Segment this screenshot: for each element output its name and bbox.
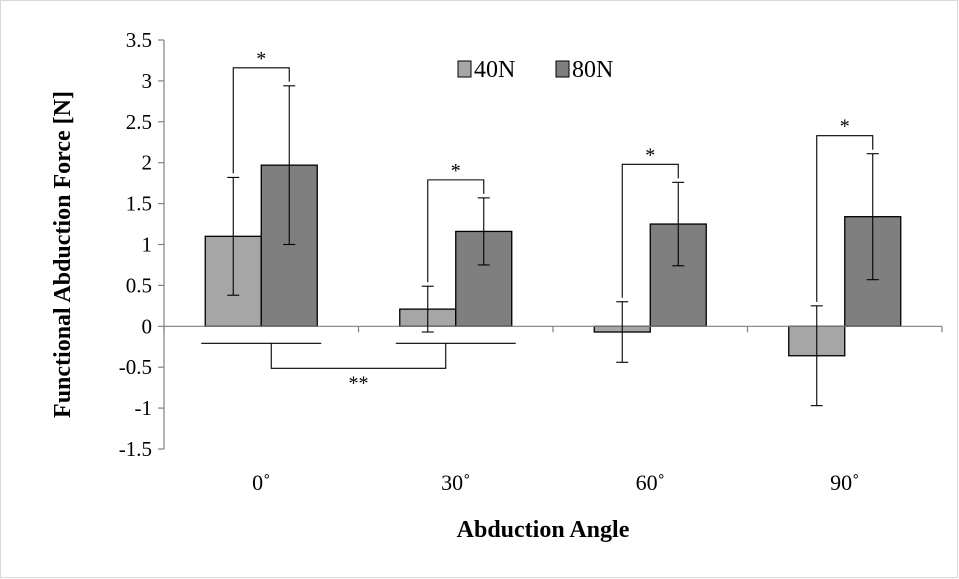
legend-label-40N: 40N [474, 57, 515, 83]
x-category-label: 30˚ [441, 470, 470, 495]
y-tick-label: -1 [135, 396, 153, 420]
axes-layer: -1.5 -1 -0.5 0 0.5 1 1.5 2 2.5 3 3.5 0˚ 30˚ 60˚ 90˚ [119, 28, 943, 495]
significance-label: * [451, 160, 461, 182]
legend-swatch-40N [457, 60, 472, 78]
legend-swatch-80N [555, 60, 570, 78]
y-tick-label: 3 [142, 69, 153, 93]
significance-layer: ****** [201, 48, 874, 394]
significance-label: * [256, 48, 266, 70]
y-tick-label: 2 [142, 151, 153, 175]
x-category-label: 0˚ [252, 470, 270, 495]
significance-label: * [645, 144, 655, 166]
legend: 40N 80N [457, 57, 613, 83]
x-axis-title: Abduction Angle [457, 517, 630, 543]
x-category-label: 60˚ [636, 470, 665, 495]
y-tick-label: -0.5 [119, 355, 152, 379]
x-category-label: 90˚ [830, 470, 859, 495]
y-axis-title: Functional Abduction Force [N] [50, 91, 76, 418]
y-tick-label: 0 [142, 314, 153, 338]
y-tick-label: 3.5 [126, 28, 152, 52]
y-tick-label: -1.5 [119, 437, 152, 461]
significance-bracket [816, 135, 874, 302]
group-significance-label: ** [349, 372, 369, 394]
y-tick-label: 1.5 [126, 192, 152, 216]
y-tick-label: 0.5 [126, 273, 152, 297]
significance-label: * [840, 116, 850, 138]
y-tick-label: 2.5 [126, 110, 152, 134]
error-bars-layer [227, 85, 879, 407]
significance-bracket [621, 163, 679, 298]
significance-bracket [232, 67, 290, 174]
bars-layer [204, 164, 902, 357]
y-tick-label: 1 [142, 233, 153, 257]
group-significance-bracket [270, 343, 447, 369]
significance-bracket [427, 179, 485, 283]
legend-label-80N: 80N [572, 57, 613, 83]
